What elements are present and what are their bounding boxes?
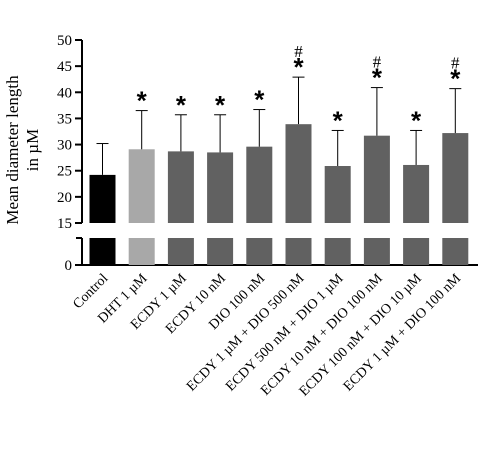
significance-hash: # (373, 53, 382, 72)
y-tick-label: 0 (65, 258, 73, 274)
bar-lower (207, 238, 234, 265)
y-tick-label: 50 (57, 33, 72, 49)
y-axis-title-line2: in µM (23, 129, 42, 171)
y-axis-title-line1: Mean diameter length (3, 75, 22, 225)
bar-lower (167, 238, 194, 265)
bar-lower (246, 238, 273, 265)
bar-upper (324, 166, 351, 223)
y-tick-label: 30 (57, 138, 72, 154)
bar-lower (89, 238, 116, 265)
y-tick-label: 40 (57, 85, 72, 101)
bar-upper (403, 164, 430, 223)
bar-upper (285, 124, 312, 223)
significance-markers-group: * * * **#**#**# (137, 42, 462, 135)
y-tick-label: 25 (57, 164, 72, 180)
bar-lower (128, 238, 155, 265)
bar-lower (324, 238, 351, 265)
significance-star: * (450, 64, 461, 94)
significance-star: * (176, 90, 187, 120)
bar-upper (167, 151, 194, 223)
y-tick-label: 15 (57, 216, 72, 232)
bar-lower (403, 238, 430, 265)
y-tick-label: 20 (57, 190, 72, 206)
bars-group (89, 124, 469, 265)
error-bars-group (96, 76, 462, 175)
significance-star: * (293, 52, 304, 82)
bar-lower (442, 238, 469, 265)
bar-lower (285, 238, 312, 265)
y-tick-label: 45 (57, 59, 72, 75)
significance-star: * (254, 85, 265, 115)
significance-star: * (372, 63, 383, 93)
significance-hash: # (294, 42, 303, 61)
significance-hash: # (451, 54, 460, 73)
bar-upper (128, 149, 155, 223)
bar-lower (363, 238, 390, 265)
bar-upper (207, 152, 234, 223)
bar-upper (363, 135, 390, 223)
significance-star: * (333, 105, 344, 135)
bar-upper (89, 174, 116, 223)
significance-star: * (137, 86, 148, 116)
significance-star: * (411, 105, 422, 135)
y-tick-label: 35 (57, 111, 72, 127)
significance-star: * (215, 90, 226, 120)
bar-upper (442, 133, 469, 223)
bar-upper (246, 146, 273, 223)
